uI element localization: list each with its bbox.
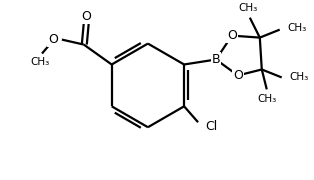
Text: CH₃: CH₃ (288, 23, 307, 33)
Text: O: O (48, 33, 58, 46)
Text: Cl: Cl (205, 120, 217, 133)
Text: O: O (81, 10, 91, 23)
Text: O: O (233, 69, 243, 82)
Text: CH₃: CH₃ (290, 72, 309, 82)
Text: CH₃: CH₃ (238, 3, 257, 13)
Text: B: B (212, 53, 220, 66)
Text: CH₃: CH₃ (30, 57, 50, 67)
Text: O: O (227, 29, 237, 42)
Text: CH₃: CH₃ (257, 94, 276, 104)
